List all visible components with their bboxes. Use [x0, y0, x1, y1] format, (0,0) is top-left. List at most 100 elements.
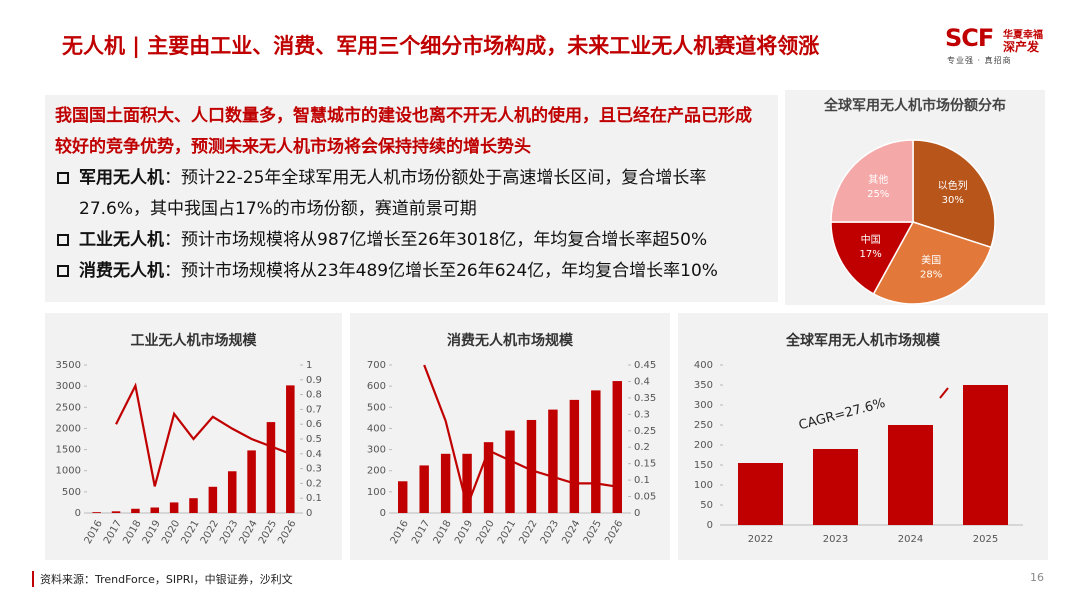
y-tick-label: 200 — [694, 440, 713, 451]
x-tick-label: 2018 — [432, 519, 454, 547]
bar — [526, 419, 537, 513]
slice-value: 17% — [860, 249, 882, 260]
y-tick-label: 1500 — [56, 445, 81, 456]
x-tick-label: 2020 — [160, 519, 182, 547]
y-tick-label: 600 — [367, 381, 386, 392]
y2-tick-label: 0.9 — [306, 375, 322, 386]
y-tick-label: 400 — [367, 423, 386, 434]
y-tick-label: 350 — [694, 380, 713, 391]
y-tick-label: 0 — [380, 508, 386, 519]
y2-tick-label: 0.5 — [306, 434, 322, 445]
bar — [111, 511, 121, 513]
slice-value: 28% — [920, 270, 942, 281]
x-tick-label: 2026 — [276, 519, 298, 547]
bar — [208, 486, 218, 513]
y-tick-label: 400 — [694, 360, 713, 371]
slice-label: 其他 — [868, 173, 888, 186]
line — [115, 382, 291, 487]
combo-chart: 消费无人机市场规模 0 100 200 300 400 500 600 700 0 0.05 0.1 0… — [350, 313, 670, 560]
y-tick-label: 0 — [707, 520, 713, 531]
x-tick-label: 2024 — [238, 519, 260, 547]
slice-label: 以色列 — [938, 179, 968, 192]
y2-tick-label: 0 — [306, 508, 312, 519]
source-note: 资料来源：TrendForce，SIPRI，中银证券，沙利文 — [32, 571, 293, 587]
x-tick-label: 2022 — [517, 519, 539, 547]
bar — [247, 450, 256, 513]
y2-tick-label: 1 — [306, 360, 312, 371]
slide-title: 无人机 | 主要由工业、消费、军用三个细分市场构成，未来工业无人机赛道将领涨 — [62, 34, 820, 58]
bar — [483, 442, 494, 513]
bullet-text: ：预计市场规模将从987亿增长至26年3018亿，年均复合增长率超50% — [164, 230, 708, 250]
bar — [612, 381, 622, 513]
x-tick-label: 2021 — [496, 519, 518, 547]
y-tick-label: 200 — [367, 466, 386, 477]
y-tick-label: 100 — [367, 487, 386, 498]
bar — [738, 463, 783, 525]
annotation: CAGR=27.6% — [797, 396, 887, 434]
x-tick-label: 2020 — [474, 519, 496, 547]
bar — [92, 512, 101, 513]
bar — [462, 453, 472, 513]
bullet-box — [57, 234, 69, 246]
x-tick-label: 2023 — [218, 519, 240, 547]
y2-tick-label: 0.1 — [306, 493, 322, 504]
y-tick-label: 250 — [694, 420, 713, 431]
bar — [398, 481, 408, 513]
page-number: 16 — [1030, 571, 1044, 584]
summary-panel: 我国国土面积大、人口数量多，智慧城市的建设也离不开无人机的使用，且已经在产品已形… — [45, 95, 778, 302]
y2-tick-label: 0.45 — [634, 360, 656, 371]
bullet-label: 军用无人机 — [79, 168, 164, 188]
x-tick-label: 2019 — [453, 519, 475, 547]
x-tick-label: 2019 — [141, 519, 163, 547]
y2-tick-label: 0.4 — [306, 449, 322, 460]
y2-tick-label: 0.8 — [306, 390, 322, 401]
x-tick-label: 2017 — [410, 519, 432, 547]
pie-slice — [830, 139, 914, 223]
bar — [169, 502, 179, 513]
bullet-text: ：预计市场规模将从23年489亿增长至26年624亿，年均复合增长率10% — [164, 261, 718, 281]
y-tick-label: 50 — [700, 500, 713, 511]
pie-slice — [872, 221, 992, 305]
y2-tick-label: 0.3 — [634, 409, 650, 420]
x-tick-label: 2025 — [582, 519, 604, 547]
y2-tick-label: 0.3 — [306, 464, 322, 475]
slice-label: 中国 — [861, 233, 881, 246]
bullet-box — [57, 265, 69, 277]
x-tick-label: 2024 — [560, 519, 582, 547]
slice-value: 25% — [867, 189, 889, 200]
y2-tick-label: 0.05 — [634, 492, 656, 503]
y-tick-label: 1000 — [56, 466, 81, 477]
y2-tick-label: 0.1 — [634, 475, 650, 486]
y-tick-label: 3000 — [56, 381, 81, 392]
chart-title: 全球军用无人机市场规模 — [785, 332, 941, 349]
bullet-box — [57, 172, 69, 184]
bullet: 消费无人机：预计市场规模将从23年489亿增长至26年624亿，年均复合增长率1… — [55, 256, 768, 287]
logo-line: 华夏幸福 — [1003, 30, 1043, 41]
bar — [440, 453, 451, 513]
bullet-label: 消费无人机 — [79, 261, 164, 281]
bullet-label: 工业无人机 — [79, 230, 164, 250]
y-tick-label: 300 — [367, 445, 386, 456]
y2-tick-label: 0.15 — [634, 459, 656, 470]
annotation-arrow — [939, 387, 949, 399]
bar — [150, 507, 160, 513]
x-tick-label: 2018 — [121, 519, 143, 547]
y2-tick-label: 0.6 — [306, 419, 322, 430]
y2-tick-label: 0.25 — [634, 426, 656, 437]
bar — [591, 390, 601, 513]
x-tick-label: 2023 — [539, 519, 561, 547]
bar — [888, 425, 933, 525]
bullet: 军用无人机：预计22-25年全球军用无人机市场份额处于高速增长区间，复合增长率2… — [55, 163, 768, 225]
slice-label: 美国 — [921, 254, 941, 267]
y2-tick-label: 0.4 — [634, 376, 650, 387]
x-tick-label: 2022 — [748, 534, 773, 545]
x-tick-label: 2023 — [823, 534, 848, 545]
bar — [227, 471, 237, 513]
bar — [505, 430, 515, 513]
y-tick-label: 300 — [694, 400, 713, 411]
bar — [189, 498, 198, 513]
bar — [266, 422, 276, 513]
bar — [286, 385, 295, 513]
